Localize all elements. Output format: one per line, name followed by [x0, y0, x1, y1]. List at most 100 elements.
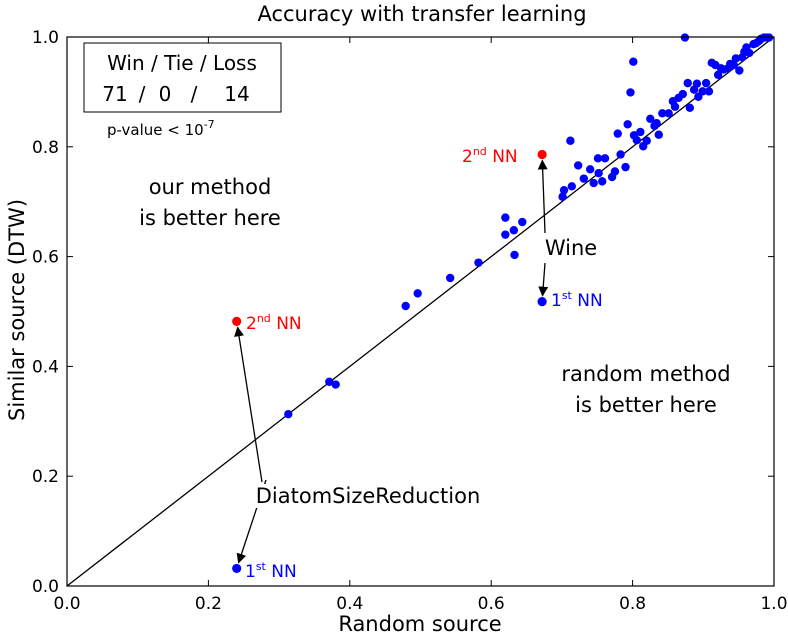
upper-region-label-line1: our method: [149, 175, 272, 199]
y-axis-label: Similar source (DTW): [5, 199, 29, 421]
data-point: [597, 177, 607, 186]
data-point: [413, 289, 422, 298]
second-nn-label: 2nd NN: [462, 145, 518, 167]
data-point: [642, 136, 651, 145]
data-point: [610, 167, 620, 176]
first-nn-label-ordinal: st: [256, 560, 267, 573]
data-point: [325, 377, 334, 386]
x-tick-label: 0.6: [478, 594, 505, 614]
stats-box-frame: [83, 42, 282, 113]
data-point: [579, 174, 589, 183]
data-point: [632, 136, 642, 145]
data-point: [654, 130, 663, 139]
second-nn-label-suffix: NN: [487, 147, 518, 167]
data-point: [509, 226, 519, 235]
data-point: [331, 380, 340, 389]
data-point: [284, 409, 293, 419]
dataset-label: Wine: [545, 236, 597, 260]
first-nn-label-suffix: NN: [266, 562, 297, 582]
upper-region-label-line2: is better here: [139, 206, 281, 230]
second-nn-label-number: 2: [462, 147, 473, 167]
second-nn-label: 2nd NN: [246, 312, 302, 334]
data-point: [646, 114, 655, 124]
y-tick-label: 1.0: [32, 28, 59, 48]
arrow-to-second-nn: [234, 326, 263, 483]
second-nn-label-ordinal: nd: [473, 145, 487, 158]
stats-tie: 0: [159, 82, 172, 106]
second-nn-label-suffix: NN: [271, 314, 302, 334]
data-point: [589, 178, 598, 188]
x-tick-label: 0.4: [336, 594, 363, 614]
x-tick-label: 1.0: [760, 594, 787, 614]
data-point: [594, 168, 603, 178]
data-point: [501, 213, 510, 222]
first-nn-label-number: 1: [551, 291, 562, 311]
data-point: [735, 66, 744, 75]
first-nn-point: [537, 297, 547, 307]
data-point: [670, 102, 680, 111]
data-point: [745, 48, 754, 58]
second-nn-point: [232, 316, 242, 326]
y-tick-label: 0.6: [32, 248, 59, 268]
data-point: [626, 88, 635, 97]
data-point: [613, 129, 622, 138]
chart-title: Accuracy with transfer learning: [257, 2, 586, 26]
lower-region-label-line2: is better here: [575, 393, 717, 417]
stats-header: Win / Tie / Loss: [107, 51, 257, 75]
data-point: [685, 103, 695, 113]
data-point: [593, 154, 603, 163]
x-tick-label: 0.2: [195, 594, 222, 614]
data-point: [731, 54, 741, 63]
stats-win: 71: [102, 82, 127, 106]
first-nn-label: 1st NN: [551, 289, 603, 311]
stats-sep-1: /: [139, 82, 146, 106]
data-point: [623, 120, 632, 129]
y-tick-label: 0.8: [32, 138, 59, 158]
second-nn-point: [537, 149, 547, 160]
dataset-label-background: [252, 484, 484, 508]
data-point: [573, 161, 583, 170]
data-point: [658, 109, 667, 118]
data-point: [518, 217, 527, 227]
pvalue-prefix: p-value < 10: [107, 121, 204, 139]
data-point: [616, 150, 625, 159]
data-point: [566, 136, 575, 145]
y-tick-label: 0.2: [32, 467, 59, 487]
dataset-label: DiatomSizeReduction: [256, 484, 481, 508]
first-nn-label-number: 1: [245, 562, 256, 582]
data-point: [698, 87, 707, 96]
pvalue-exponent: -7: [204, 118, 215, 131]
data-point: [585, 165, 595, 174]
data-point: [729, 60, 738, 70]
data-point: [474, 258, 483, 267]
data-point: [683, 78, 692, 88]
arrow-to-first-nn: [538, 262, 549, 297]
pvalue-label: p-value < 10-7: [107, 118, 215, 139]
data-point: [713, 70, 723, 80]
first-nn-label: 1st NN: [245, 560, 297, 582]
data-point: [501, 230, 510, 239]
data-point: [629, 57, 638, 66]
stats-loss: 14: [224, 82, 249, 106]
data-point: [567, 182, 576, 191]
first-nn-point: [232, 563, 242, 574]
data-point: [510, 250, 519, 260]
second-nn-label-number: 2: [246, 314, 257, 334]
data-point: [621, 162, 630, 172]
y-tick-label: 0.4: [32, 357, 59, 377]
x-tick-label: 0.8: [619, 594, 646, 614]
x-axis-label: Random source: [338, 612, 501, 635]
data-point: [600, 154, 610, 163]
stats-box: Win / Tie / Loss 71 / 0 / 14: [83, 42, 282, 113]
lower-region-label-line1: random method: [561, 362, 730, 386]
data-point: [558, 192, 567, 201]
stats-sep-2: /: [191, 82, 198, 106]
data-point: [559, 185, 569, 195]
first-nn-label-ordinal: st: [562, 289, 573, 302]
data-point: [664, 109, 673, 118]
x-tick-label: 0.0: [53, 594, 80, 614]
dataset-label-background: [541, 236, 601, 260]
arrow-to-second-nn: [537, 159, 548, 234]
data-point: [692, 79, 702, 88]
